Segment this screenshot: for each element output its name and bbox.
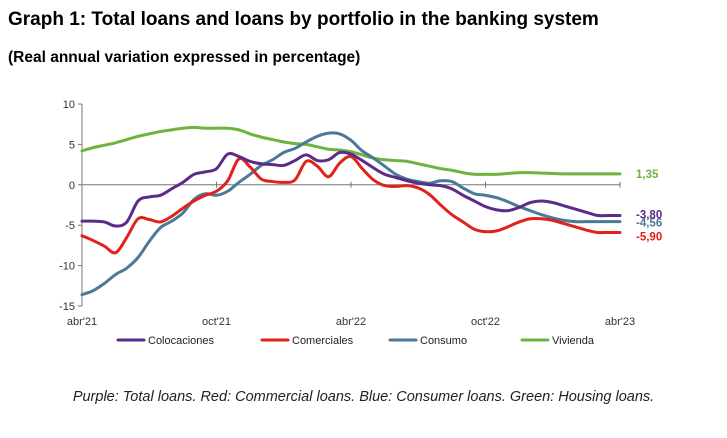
x-tick-label: oct'21 <box>202 316 231 328</box>
legend-label-colocaciones: Colocaciones <box>148 335 215 347</box>
chart-subtitle: (Real annual variation expressed in perc… <box>8 49 361 66</box>
y-tick-label: -5 <box>65 220 75 232</box>
series-line-colocaciones <box>80 150 622 228</box>
x-tick-label: abr'23 <box>605 316 635 328</box>
legend-label-consumo: Consumo <box>420 335 467 347</box>
end-value-label-consumo: -4,56 <box>636 218 662 230</box>
end-value-label-comerciales: -5,90 <box>636 231 662 243</box>
legend-label-vivienda: Vivienda <box>552 335 595 347</box>
x-tick-label: abr'22 <box>336 316 366 328</box>
y-tick-label: 5 <box>69 139 75 151</box>
y-tick-label: -15 <box>59 301 75 313</box>
end-value-label-vivienda: 1,35 <box>636 169 659 181</box>
chart-footnote: Purple: Total loans. Red: Commercial loa… <box>72 389 655 405</box>
series-line-vivienda <box>80 125 622 176</box>
x-tick-label: oct'22 <box>471 316 500 328</box>
legend-label-comerciales: Comerciales <box>292 335 354 347</box>
series-line-consumo <box>80 131 622 297</box>
line-chart: 10 5 0 -5 -10 -15 abr'21 oct'21 abr'22 oct'22 abr'… <box>59 99 662 347</box>
chart-title: Graph 1: Total loans and loans by portfo… <box>8 9 599 30</box>
y-tick-label: 0 <box>69 180 75 192</box>
y-tick-label: -10 <box>59 261 75 273</box>
y-tick-label: 10 <box>63 99 75 111</box>
x-tick-label: abr'21 <box>67 316 97 328</box>
series-line-comerciales <box>80 154 622 255</box>
end-value-label-colocaciones: -3,80 <box>636 210 662 222</box>
